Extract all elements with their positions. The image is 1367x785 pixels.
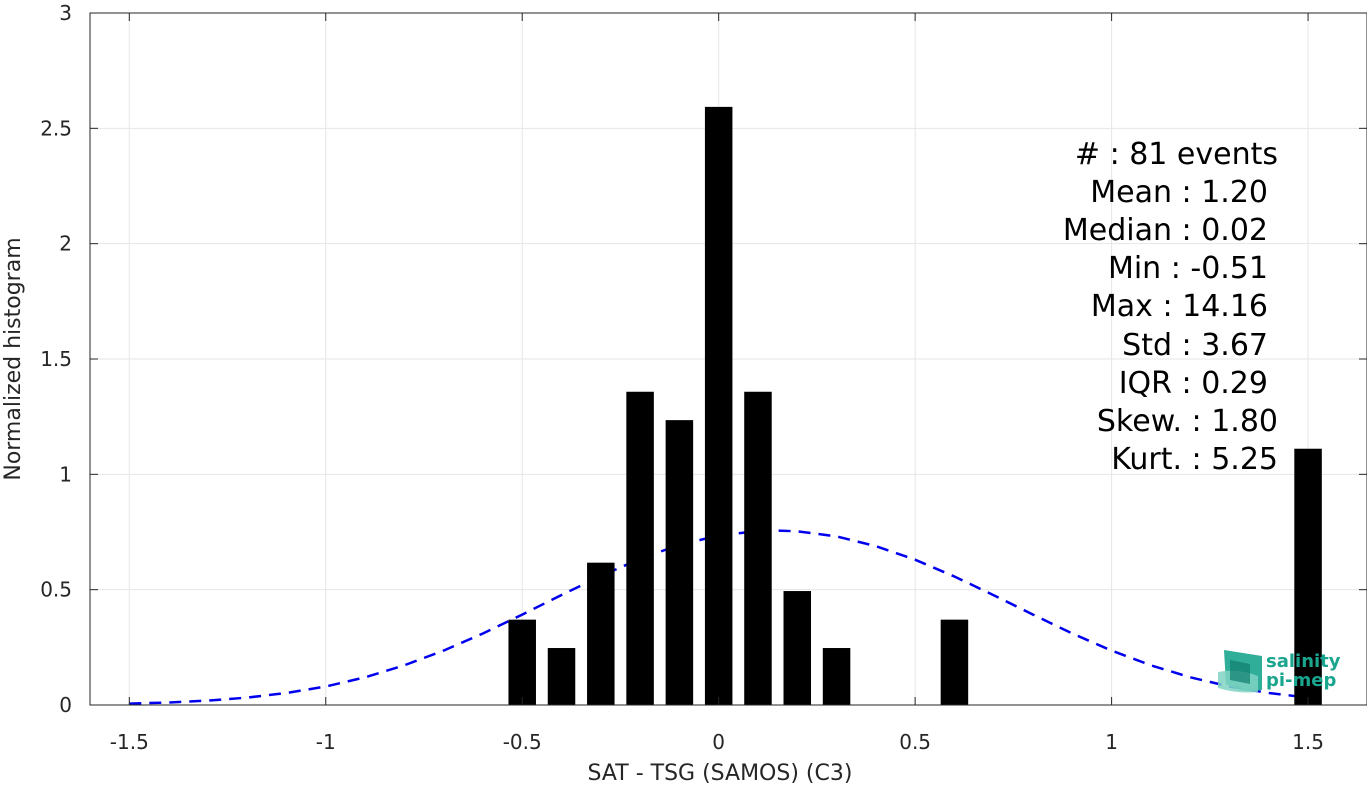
stat-events: # : 81 events xyxy=(1075,137,1278,172)
histogram-bar xyxy=(822,648,851,705)
stat-std: Std : 3.67 xyxy=(1122,328,1268,363)
histogram-bar xyxy=(626,391,654,705)
histogram-bar xyxy=(783,591,812,705)
histogram-bar xyxy=(744,391,772,705)
x-tick-label: 1.5 xyxy=(1292,730,1324,754)
stat-skew: Skew. : 1.80 xyxy=(1097,404,1278,439)
stat-median: Median : 0.02 xyxy=(1063,213,1268,248)
histogram-bar xyxy=(704,106,733,705)
y-tick-label: 3 xyxy=(59,1,72,25)
stat-max: Max : 14.16 xyxy=(1091,289,1268,324)
logo-line2: pi-mep xyxy=(1266,670,1336,691)
x-tick-label: 0 xyxy=(712,730,725,754)
gaussian-fit-curve xyxy=(129,529,1309,705)
histogram-bar xyxy=(665,420,694,705)
histogram-bar xyxy=(940,619,969,705)
ticks: -1.5 -1 -0.5 0 0.5 1 1.5 0 0.5 1 1.5 2 2.5 3 xyxy=(40,1,1367,754)
stat-mean: Mean : 1.20 xyxy=(1090,175,1268,210)
x-tick-label: -1 xyxy=(316,730,336,754)
stat-kurt: Kurt. : 5.25 xyxy=(1111,442,1278,477)
x-tick-label: 0.5 xyxy=(899,730,931,754)
salinity-pimep-logo: salinity pi-mep xyxy=(1218,650,1341,693)
logo-wave-icon xyxy=(1218,650,1262,693)
histogram-bar xyxy=(508,619,536,705)
y-axis-title: Normalized histogram xyxy=(1,237,26,480)
y-tick-label: 1.5 xyxy=(40,347,72,371)
stat-min: Min : -0.51 xyxy=(1108,251,1268,286)
histogram-bar xyxy=(1294,448,1322,705)
x-tick-label: -1.5 xyxy=(110,730,149,754)
x-axis-title: SAT - TSG (SAMOS) (C3) xyxy=(588,761,853,785)
y-tick-label: 1 xyxy=(59,462,72,486)
bars xyxy=(508,106,1322,705)
logo-line1: salinity xyxy=(1266,651,1341,672)
y-tick-label: 0 xyxy=(59,693,72,717)
stat-iqr: IQR : 0.29 xyxy=(1119,366,1268,401)
y-tick-label: 0.5 xyxy=(40,578,72,602)
fit-curve-layer xyxy=(129,529,1309,705)
x-tick-label: 1 xyxy=(1105,730,1118,754)
histogram-bar xyxy=(547,648,576,705)
y-tick-label: 2 xyxy=(59,232,72,256)
x-tick-label: -0.5 xyxy=(503,730,542,754)
y-tick-label: 2.5 xyxy=(40,116,72,140)
stats-box: # : 81 events Mean : 1.20 Median : 0.02 … xyxy=(1063,137,1278,477)
histogram-bar xyxy=(587,562,615,705)
